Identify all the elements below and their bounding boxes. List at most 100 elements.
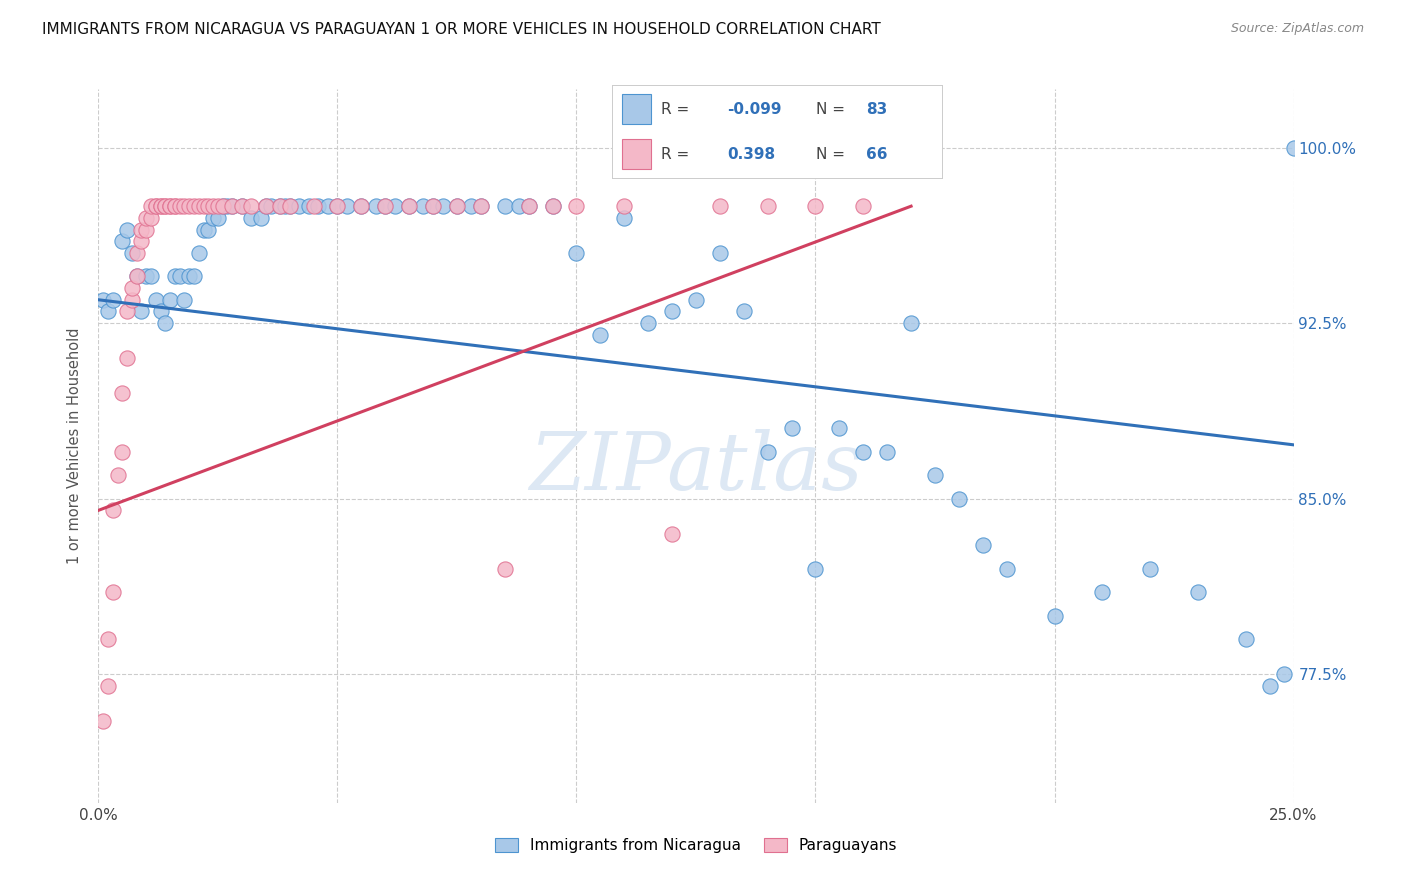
Text: 66: 66 (866, 146, 887, 161)
Point (685, 293, 707, 307)
Point (135, 222, 157, 236)
Point (565, 246, 588, 260)
Point (756, 445, 779, 459)
Point (139, 199, 162, 213)
Point (217, 199, 239, 213)
Point (900, 316, 922, 330)
Point (374, 199, 396, 213)
Point (221, 199, 243, 213)
Point (709, 246, 731, 260)
Point (221, 199, 243, 213)
Point (101, 585, 124, 599)
Text: Source: ZipAtlas.com: Source: ZipAtlas.com (1230, 22, 1364, 36)
Point (187, 246, 209, 260)
Point (207, 199, 229, 213)
Point (948, 491, 970, 506)
Point (374, 199, 396, 213)
Point (131, 222, 153, 236)
Point (250, 211, 273, 225)
Point (517, 199, 540, 213)
Point (139, 269, 162, 284)
Point (733, 304, 755, 318)
Point (97, 679, 120, 693)
Point (336, 199, 359, 213)
Point (187, 199, 209, 213)
Point (107, 468, 129, 483)
Point (155, 199, 177, 213)
Point (661, 304, 683, 318)
Point (446, 199, 468, 213)
Point (197, 222, 219, 236)
Point (316, 199, 339, 213)
Point (274, 199, 297, 213)
Point (159, 293, 181, 307)
Point (508, 199, 530, 213)
Point (828, 421, 851, 435)
Point (115, 222, 138, 236)
Point (350, 199, 373, 213)
Point (169, 199, 191, 213)
Point (125, 246, 148, 260)
Point (278, 199, 301, 213)
Point (254, 199, 277, 213)
Text: 0.398: 0.398 (727, 146, 775, 161)
Point (288, 199, 311, 213)
Point (756, 199, 779, 213)
Point (211, 199, 233, 213)
Point (202, 199, 225, 213)
Point (852, 445, 875, 459)
Point (1187, 585, 1209, 599)
Point (1258, 679, 1281, 693)
Point (179, 269, 201, 284)
Point (637, 316, 659, 330)
Point (231, 199, 253, 213)
Point (193, 222, 215, 236)
Point (149, 304, 172, 318)
Point (254, 199, 277, 213)
Point (995, 562, 1018, 576)
FancyBboxPatch shape (621, 139, 651, 169)
Point (145, 293, 167, 307)
Point (302, 199, 325, 213)
Point (163, 199, 186, 213)
Point (139, 211, 162, 225)
Text: IMMIGRANTS FROM NICARAGUA VS PARAGUAYAN 1 OR MORE VEHICLES IN HOUSEHOLD CORRELAT: IMMIGRANTS FROM NICARAGUA VS PARAGUAYAN … (42, 22, 882, 37)
Point (470, 199, 492, 213)
Point (101, 293, 124, 307)
Point (240, 211, 263, 225)
Point (709, 199, 731, 213)
Point (115, 304, 138, 318)
Point (145, 199, 167, 213)
Point (661, 526, 683, 541)
Point (422, 199, 444, 213)
Point (613, 211, 636, 225)
Point (780, 421, 803, 435)
Point (121, 246, 143, 260)
Legend: Immigrants from Nicaragua, Paraguayans: Immigrants from Nicaragua, Paraguayans (488, 832, 904, 859)
Point (97, 632, 120, 646)
Point (91, 714, 114, 728)
Point (326, 199, 349, 213)
Text: N =: N = (817, 146, 845, 161)
Point (169, 269, 191, 284)
Point (517, 199, 540, 213)
Point (565, 199, 588, 213)
Point (149, 199, 172, 213)
Point (460, 199, 482, 213)
Point (269, 199, 291, 213)
Point (197, 199, 219, 213)
Point (1043, 608, 1066, 623)
Point (804, 562, 827, 576)
Point (145, 199, 167, 213)
Point (207, 211, 229, 225)
Point (432, 199, 454, 213)
Text: R =: R = (661, 146, 689, 161)
Point (111, 234, 134, 248)
Point (155, 316, 177, 330)
Point (111, 445, 134, 459)
Point (125, 269, 148, 284)
Point (307, 199, 329, 213)
Point (193, 199, 215, 213)
Point (398, 199, 420, 213)
Point (412, 199, 434, 213)
